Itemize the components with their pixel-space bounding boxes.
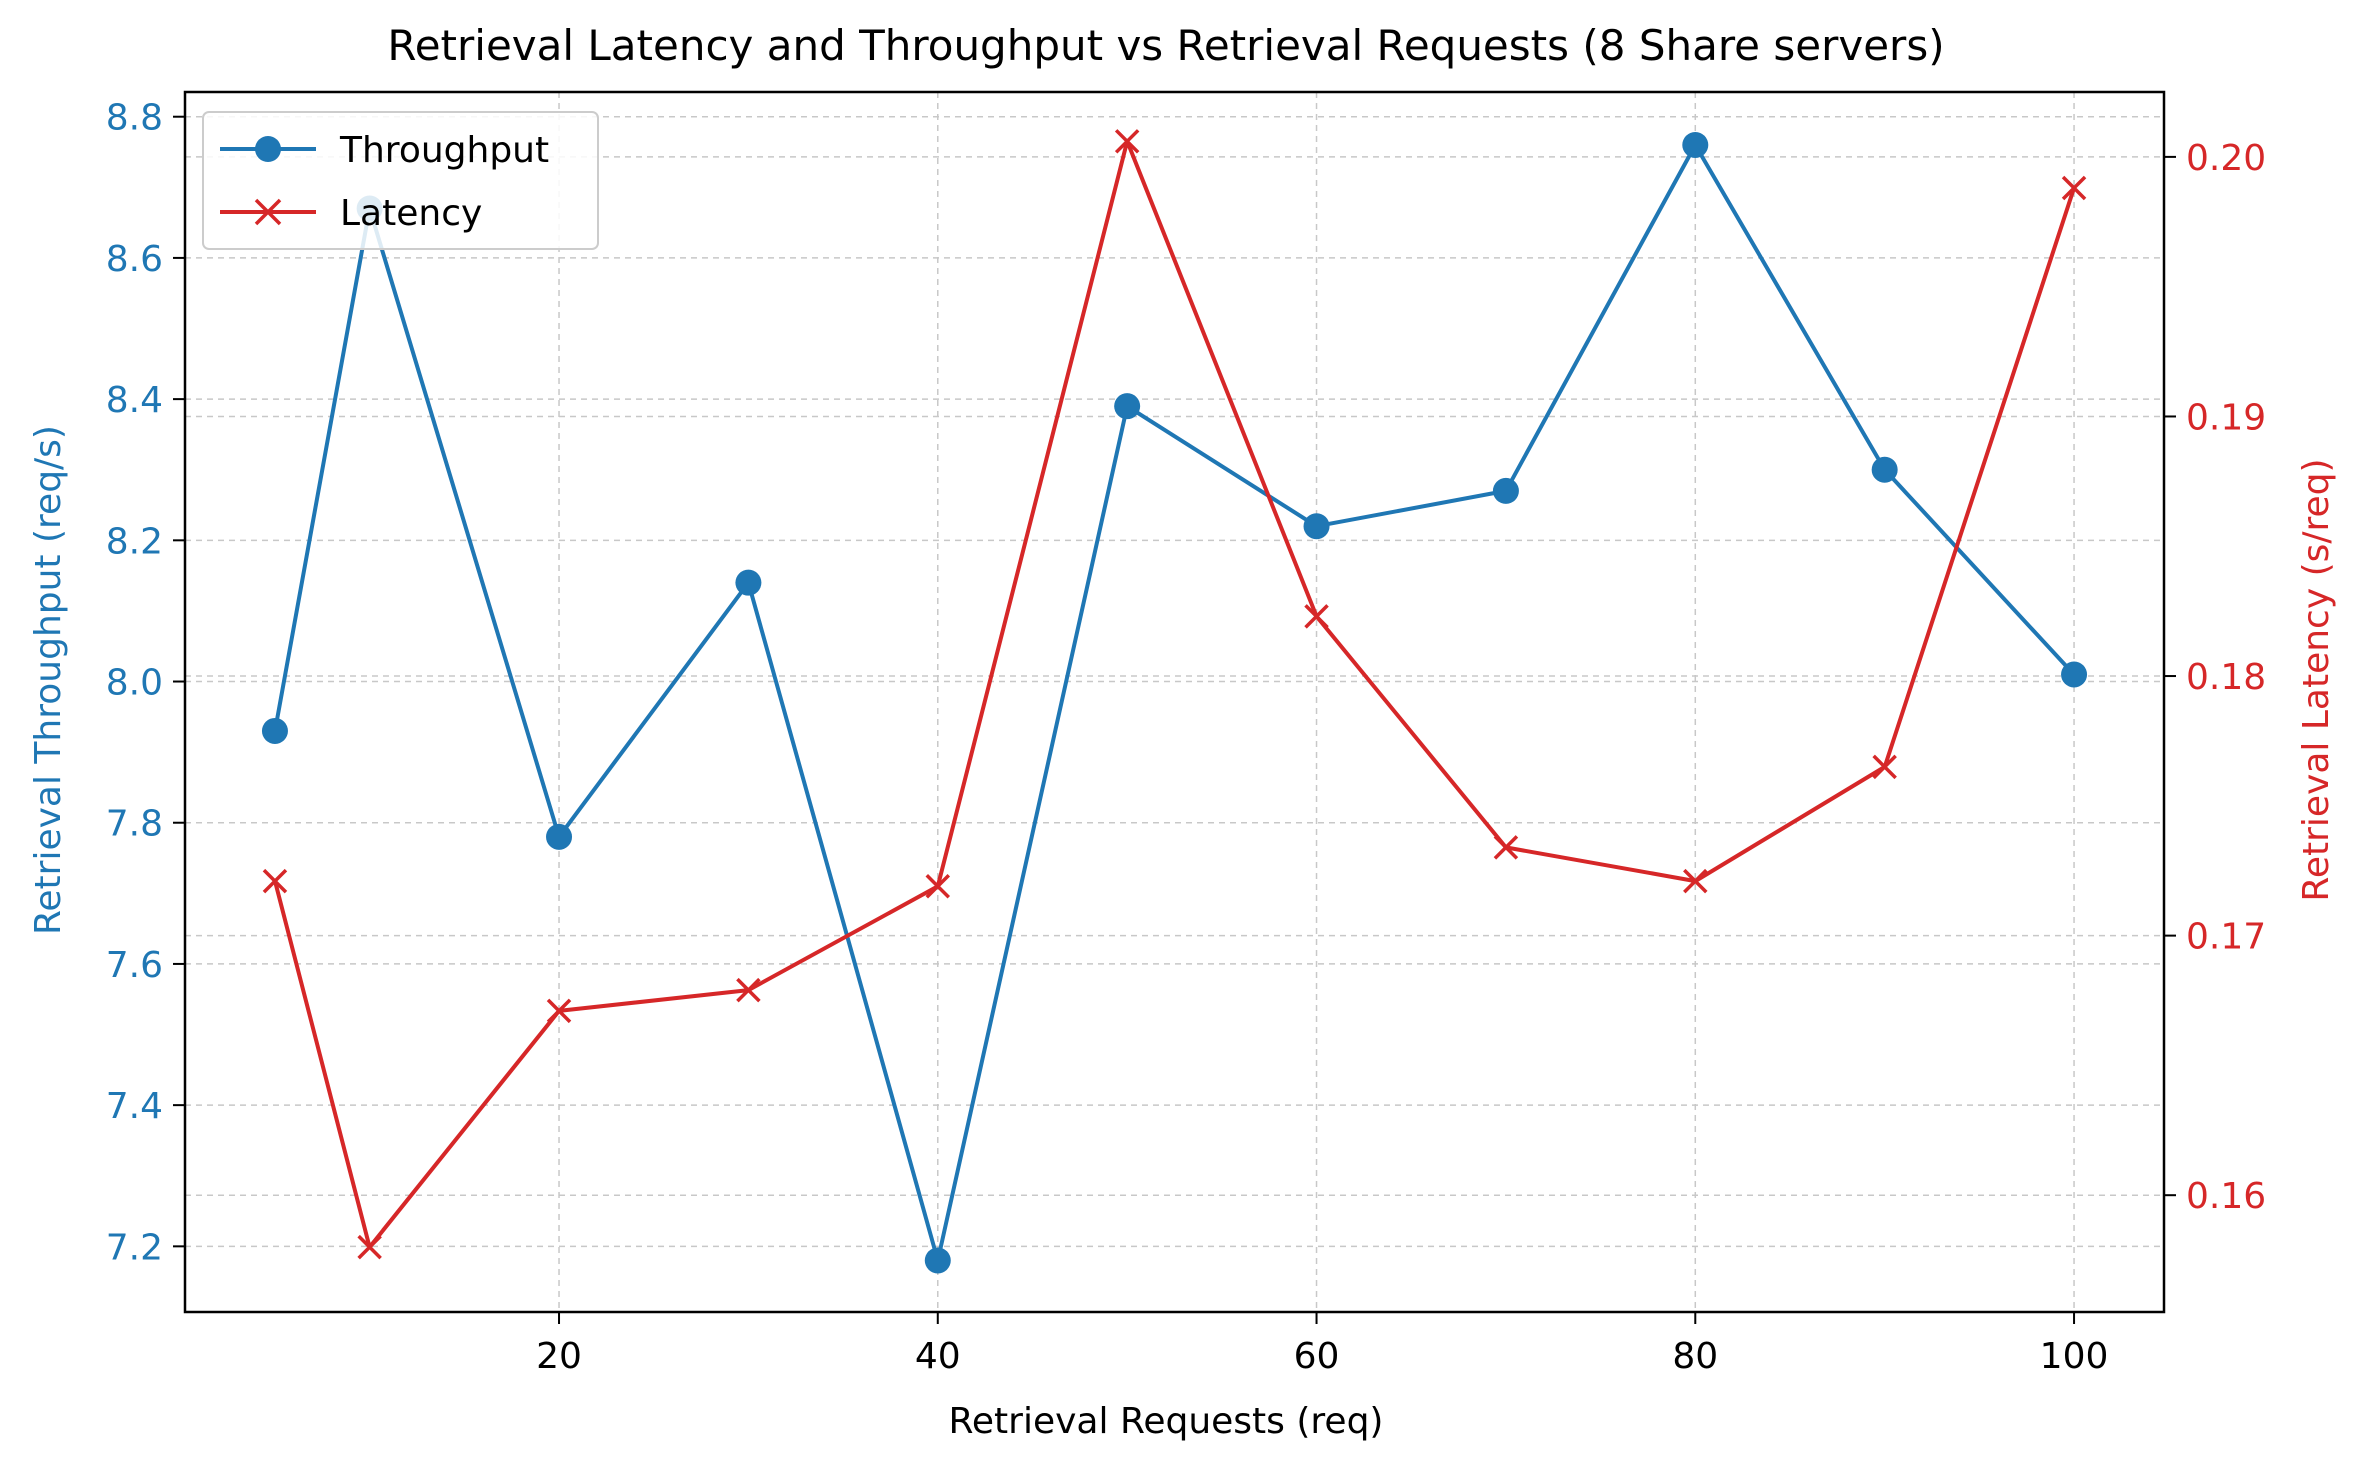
throughput-data-point bbox=[1114, 393, 1141, 420]
throughput-data-point bbox=[261, 717, 288, 744]
throughput-data-point bbox=[1492, 477, 1519, 504]
left-y-tick-label: 7.8 bbox=[106, 804, 163, 845]
left-y-tick-label: 8.6 bbox=[106, 239, 163, 280]
legend-throughput-label: Throughput bbox=[339, 130, 549, 171]
legend-throughput-marker bbox=[255, 136, 281, 162]
left-y-tick-label: 7.4 bbox=[106, 1086, 163, 1127]
throughput-data-point bbox=[1871, 456, 1898, 483]
legend: Throughput Latency bbox=[202, 111, 599, 250]
throughput-data-point bbox=[735, 569, 762, 596]
left-y-tick-label: 8.8 bbox=[106, 98, 163, 139]
x-tick-label: 80 bbox=[1672, 1336, 1718, 1377]
latency-data-point bbox=[1872, 754, 1897, 780]
throughput-data-point bbox=[2061, 661, 2088, 688]
right-y-tick-label: 0.18 bbox=[2186, 657, 2266, 698]
latency-data-point bbox=[1683, 868, 1708, 894]
latency-data-point bbox=[1114, 129, 1140, 154]
right-y-tick-label: 0.16 bbox=[2186, 1176, 2266, 1217]
x-tick-label: 40 bbox=[915, 1336, 961, 1377]
x-tick-label: 100 bbox=[2040, 1336, 2109, 1377]
latency-data-point bbox=[2061, 175, 2087, 201]
throughput-data-point bbox=[1303, 513, 1330, 540]
latency-data-point bbox=[262, 868, 288, 894]
right-y-tick-label: 0.17 bbox=[2186, 917, 2266, 958]
plot-frame bbox=[183, 90, 2166, 1314]
latency-data-point bbox=[357, 1234, 382, 1260]
throughput-data-point bbox=[924, 1247, 951, 1274]
x-tick-label: 60 bbox=[1294, 1336, 1340, 1377]
latency-data-point bbox=[736, 977, 761, 1003]
right-y-tick-label: 0.19 bbox=[2186, 397, 2266, 438]
x-axis-ticks: 20 40 60 80 100 bbox=[536, 1312, 2108, 1377]
latency-data-point bbox=[925, 874, 951, 899]
throughput-data-point bbox=[1682, 131, 1709, 158]
left-y-tick-label: 7.6 bbox=[106, 945, 163, 986]
left-y-axis-ticks: 7.2 7.4 7.6 7.8 8.0 8.2 8.4 8.6 8.8 bbox=[106, 98, 185, 1268]
left-y-tick-label: 8.0 bbox=[106, 663, 163, 704]
grid-lines bbox=[185, 92, 2164, 1312]
chart-title: Retrieval Latency and Throughput vs Retr… bbox=[387, 21, 1944, 70]
right-y-tick-label: 0.20 bbox=[2186, 138, 2266, 179]
x-tick-label: 20 bbox=[536, 1336, 582, 1377]
legend-latency-marker bbox=[254, 198, 282, 226]
right-y-axis-label: Retrieval Latency (s/req) bbox=[2296, 458, 2337, 901]
left-y-axis-label: Retrieval Throughput (req/s) bbox=[28, 425, 69, 935]
latency-data-point bbox=[546, 998, 572, 1024]
legend-latency-label: Latency bbox=[340, 193, 482, 234]
throughput-data-point bbox=[546, 823, 573, 850]
x-axis-label: Retrieval Requests (req) bbox=[949, 1401, 1384, 1442]
legend-box bbox=[202, 111, 599, 250]
left-y-tick-label: 8.4 bbox=[106, 380, 163, 421]
latency-data-point bbox=[1304, 604, 1329, 629]
latency-data-point bbox=[1493, 835, 1519, 860]
left-y-tick-label: 8.2 bbox=[106, 521, 163, 562]
right-y-axis-ticks: 0.16 0.17 0.18 0.19 0.20 bbox=[2164, 138, 2266, 1217]
left-y-tick-label: 7.2 bbox=[106, 1227, 163, 1268]
